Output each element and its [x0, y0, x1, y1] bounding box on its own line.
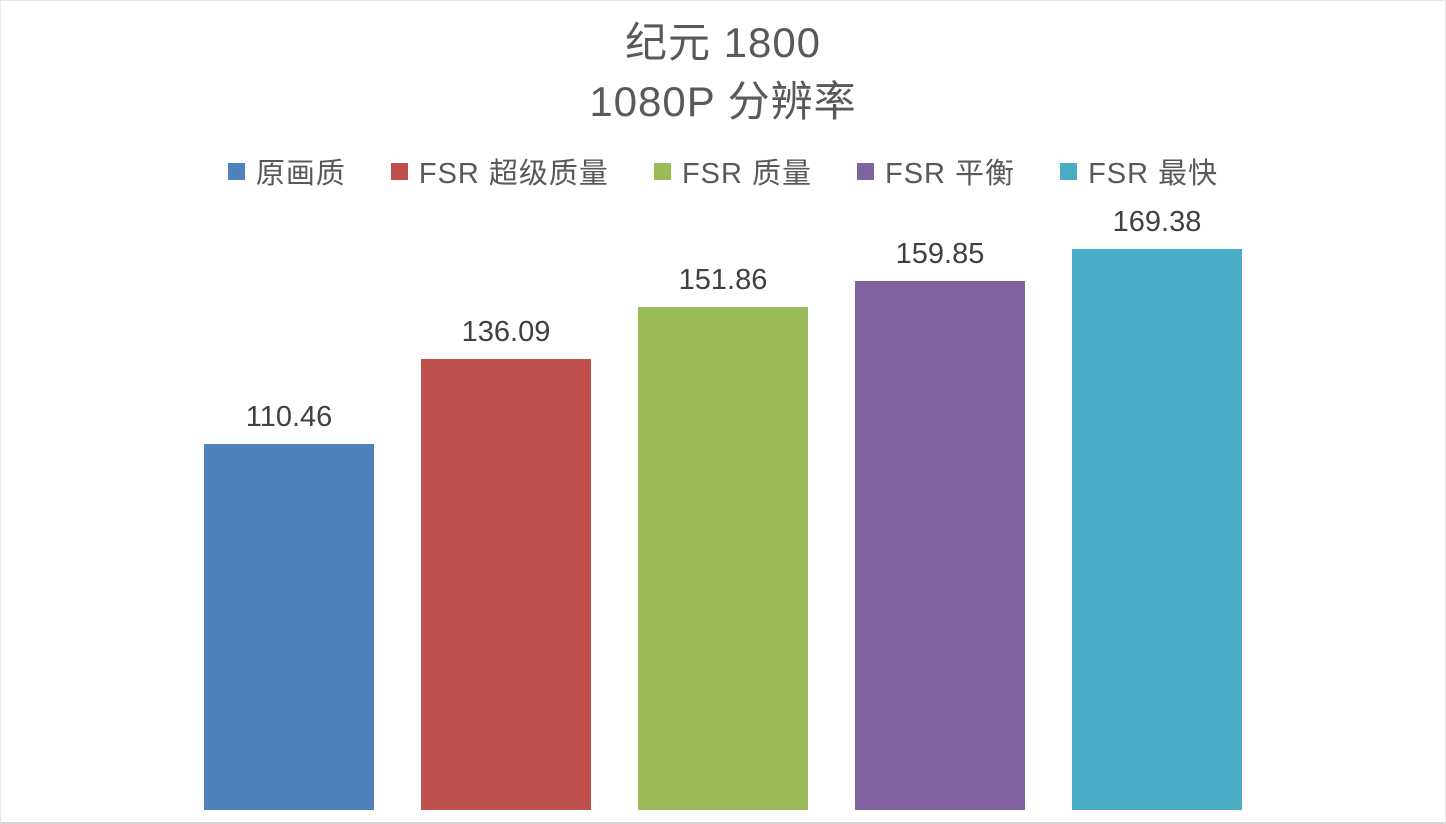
legend-swatch-icon: [653, 162, 671, 180]
legend-swatch-icon: [1060, 162, 1078, 180]
legend-label: FSR 平衡: [885, 158, 1016, 190]
legend-label: FSR 质量: [681, 158, 812, 190]
chart-title-line2: 1080P 分辨率: [589, 78, 857, 125]
legend: 原画质 FSR 超级质量 FSR 质量 FSR 平衡 FSR 最快: [1, 151, 1445, 191]
bar: [421, 359, 591, 810]
legend-swatch-icon: [857, 162, 874, 180]
legend-item: FSR 平衡: [857, 150, 1015, 192]
bar: [855, 281, 1025, 810]
legend-swatch-icon: [390, 162, 408, 180]
bar-value-label: 159.85: [895, 238, 985, 270]
bar-value-label: 169.38: [1112, 206, 1202, 238]
chart-title-line1: 纪元 1800: [624, 19, 822, 66]
bar: [638, 307, 808, 810]
bar: [1072, 249, 1242, 810]
bar-value-label: 110.46: [245, 401, 333, 433]
legend-label: FSR 超级质量: [418, 158, 609, 190]
plot-area: 110.46 136.09 151.86 159.85 169.38: [204, 190, 1244, 810]
bar-value-label: 151.86: [678, 264, 768, 296]
legend-item: FSR 质量: [653, 150, 812, 192]
legend-item: FSR 最快: [1060, 150, 1218, 192]
legend-swatch-icon: [227, 162, 245, 180]
legend-label: FSR 最快: [1088, 158, 1219, 190]
legend-item: FSR 超级质量: [390, 150, 609, 192]
bar: [204, 444, 374, 810]
legend-label: 原画质: [255, 158, 346, 190]
bar-value-label: 136.09: [461, 316, 551, 348]
chart-title: 纪元 1800 1080P 分辨率: [1, 13, 1445, 131]
legend-item: 原画质: [227, 150, 346, 192]
